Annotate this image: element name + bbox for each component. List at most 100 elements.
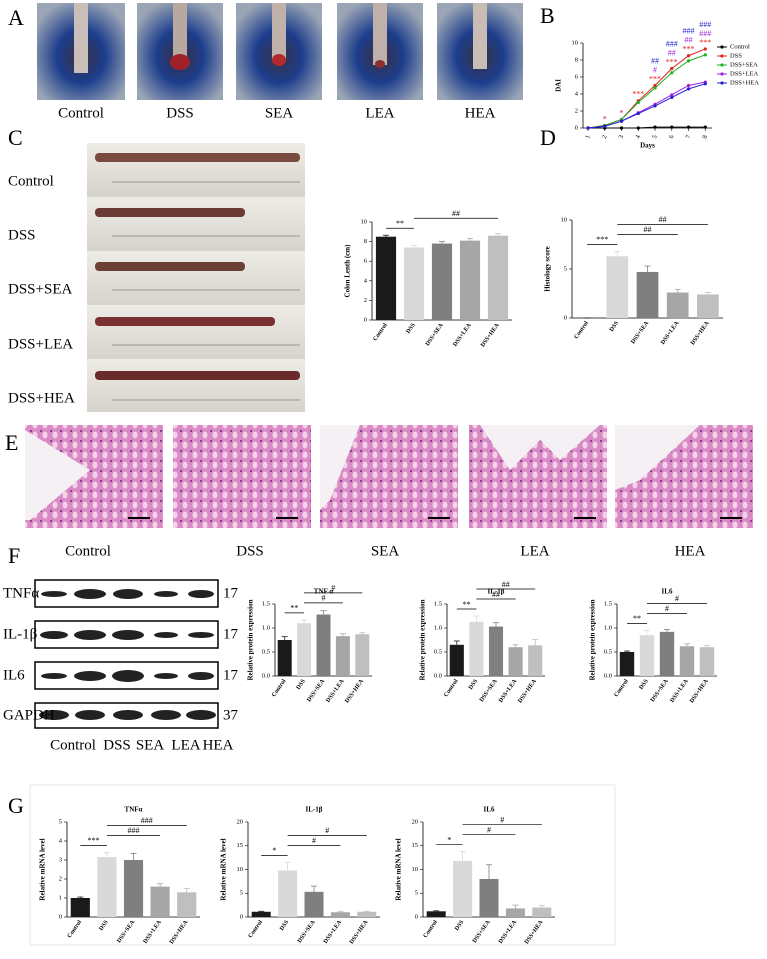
x-tick-label: 4 (634, 134, 642, 140)
x-tick-label: DSS+LEA (143, 919, 164, 945)
y-axis-label: Relative protein expression (247, 599, 255, 680)
significance-mark: ** (633, 614, 641, 623)
bar (278, 870, 298, 917)
y-tick-label: 15 (412, 842, 419, 849)
x-tick-label: DSS+LEA (323, 919, 344, 945)
bar (330, 912, 350, 917)
bar (316, 614, 331, 676)
bar (335, 636, 350, 676)
x-tick-label: DSS+LEA (452, 322, 473, 348)
bar (277, 640, 292, 676)
group-label: LEA (520, 543, 549, 559)
x-tick-label: DSS (98, 919, 110, 932)
y-tick-label: 6 (575, 73, 579, 80)
significance-mark: * (447, 835, 451, 844)
point (703, 82, 707, 86)
point (703, 125, 707, 129)
panel-label: F (8, 543, 20, 568)
chart-title: IL6 (484, 806, 495, 814)
significance-mark: *** (649, 74, 661, 83)
bar (297, 623, 312, 676)
significance-mark: * (603, 114, 607, 123)
bar (639, 635, 655, 676)
group-label: Control (65, 543, 111, 559)
y-tick-label: 0.5 (262, 648, 270, 655)
point (670, 66, 674, 71)
blot-name: IL6 (3, 667, 25, 683)
blot-size: 17 (223, 585, 239, 601)
y-tick-label: 0.0 (604, 672, 612, 679)
significance-mark: ### (699, 20, 711, 29)
blot-size: 37 (223, 707, 239, 723)
significance-mark: ## (668, 48, 676, 57)
lane-label: LEA (171, 737, 200, 753)
y-tick-label: 10 (572, 39, 579, 46)
bar (150, 886, 170, 917)
y-tick-label: 20 (237, 818, 244, 825)
bar (123, 860, 144, 917)
bar (619, 652, 635, 676)
point (670, 93, 674, 97)
point (636, 111, 640, 116)
point (670, 125, 674, 129)
y-tick-label: 8 (364, 238, 367, 245)
point (636, 100, 640, 105)
bar (697, 294, 719, 318)
y-tick-label: 0 (564, 314, 567, 321)
bar (431, 243, 453, 320)
colon-label: DSS+LEA (8, 336, 73, 352)
bar (606, 256, 629, 318)
y-tick-label: 1.5 (434, 600, 442, 607)
bar (479, 879, 499, 917)
significance-mark: ** (396, 219, 404, 228)
y-tick-label: 0 (59, 913, 62, 920)
blot-name: IL-1β (3, 626, 37, 642)
bar (679, 646, 695, 676)
bar (426, 911, 446, 917)
colon-label: DSS+SEA (8, 281, 72, 297)
y-axis-label: Relative mRNA level (39, 838, 47, 900)
bar (355, 634, 370, 676)
x-tick-label: DSS+LEA (660, 320, 681, 346)
bar (177, 892, 197, 917)
legend-label: Control (730, 43, 750, 50)
colon-photos (87, 143, 305, 412)
y-tick-label: 0.5 (604, 648, 612, 655)
x-tick-label: Control (613, 678, 630, 698)
bar (699, 647, 715, 676)
significance-mark: ### (128, 826, 140, 835)
y-tick-label: 1.0 (604, 624, 612, 631)
legend-label: DSS (730, 52, 742, 59)
y-tick-label: 0.0 (262, 672, 270, 679)
x-tick-label: DSS+SEA (425, 322, 445, 347)
panel-label: D (540, 125, 556, 150)
y-tick-label: 0.5 (434, 648, 442, 655)
panel-label: G (8, 793, 24, 818)
significance-mark: * (272, 846, 276, 855)
significance-mark: ### (666, 39, 678, 48)
bar (636, 271, 659, 318)
bar (357, 911, 377, 917)
point (686, 83, 691, 88)
y-tick-label: 6 (364, 258, 368, 265)
significance-mark: # (325, 826, 329, 835)
y-tick-label: 5 (415, 890, 418, 897)
y-tick-label: 1.0 (434, 624, 442, 631)
significance-mark: ## (685, 36, 693, 45)
series-line (587, 54, 706, 129)
x-tick-label: DSS (639, 678, 651, 691)
x-tick-label: DSS+HEA (517, 678, 538, 704)
point (703, 53, 707, 57)
x-tick-label: 2 (601, 134, 609, 139)
point (619, 119, 624, 123)
bar (508, 647, 523, 676)
bar (251, 911, 271, 917)
y-tick-label: 1.5 (604, 600, 612, 607)
x-tick-label: Control (67, 919, 84, 939)
significance-mark: *** (683, 45, 695, 54)
x-tick-label: DSS+LEA (669, 678, 690, 704)
x-tick-label: DSS (468, 678, 480, 691)
x-tick-label: DSS+LEA (498, 678, 519, 704)
x-tick-label: DSS+SEA (472, 919, 492, 944)
significance-mark: # (487, 825, 491, 834)
